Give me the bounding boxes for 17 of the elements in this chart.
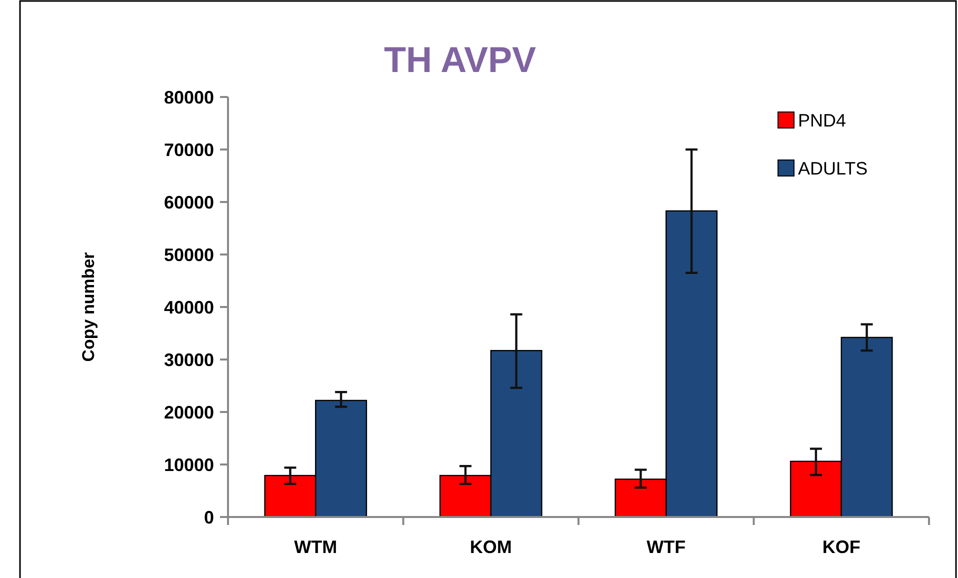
x-tick-label: WTM (294, 537, 338, 557)
y-axis-title: Copy number (79, 252, 98, 362)
y-tick-label: 0 (204, 507, 214, 528)
y-tick-label: 50000 (164, 244, 214, 265)
legend-label: ADULTS (798, 158, 868, 178)
x-tick-label: WTF (646, 537, 686, 557)
y-tick-label: 10000 (164, 454, 214, 475)
y-tick-label: 60000 (164, 192, 214, 212)
x-tick-label: KOM (470, 537, 512, 557)
y-tick-label: 20000 (164, 402, 214, 422)
x-tick-label: KOF (822, 537, 860, 557)
y-tick-label: 30000 (164, 350, 214, 370)
y-tick-label: 80000 (164, 87, 214, 108)
y-tick-label: 70000 (164, 140, 214, 160)
y-tick-label: 40000 (164, 297, 214, 318)
legend-label: PND4 (798, 110, 846, 130)
chart-title: TH AVPV (384, 39, 536, 80)
